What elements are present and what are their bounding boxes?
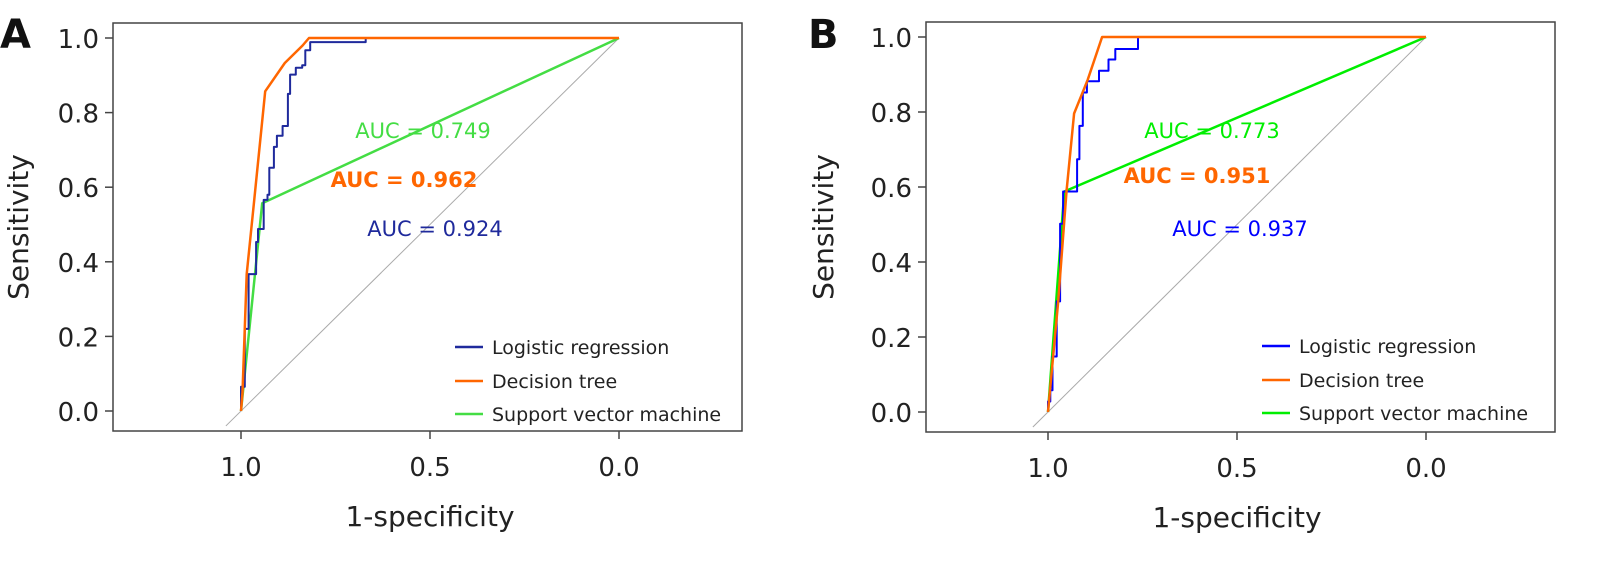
x-tick-label: 0.0 — [598, 453, 639, 483]
x-tick-label: 1.0 — [1027, 454, 1068, 484]
panel-label: A — [0, 12, 31, 58]
legend-label: Logistic regression — [492, 337, 669, 359]
auc-label-decision-tree: AUC = 0.951 — [1124, 164, 1271, 188]
y-tick-label: 0.4 — [871, 249, 912, 279]
x-tick-label: 0.5 — [1216, 454, 1257, 484]
reference-diagonal — [1032, 36, 1427, 428]
roc-curve-decision-tree — [1046, 35, 1426, 413]
x-tick-label: 1.0 — [220, 453, 261, 483]
x-axis-label: 1-specificity — [345, 500, 514, 533]
panel-label: B — [808, 12, 839, 58]
y-tick-label: 0.8 — [871, 99, 912, 129]
y-tick-label: 0.6 — [871, 174, 912, 204]
y-tick-label: 1.0 — [58, 25, 99, 55]
auc-label-decision-tree: AUC = 0.962 — [331, 168, 478, 192]
y-tick-label: 0.2 — [871, 324, 912, 354]
legend-label: Decision tree — [1299, 370, 1424, 392]
y-tick-label: 0.6 — [58, 174, 99, 204]
x-axis-label: 1-specificity — [1152, 501, 1321, 534]
legend-label: Support vector machine — [492, 404, 721, 426]
y-tick-label: 0.8 — [58, 100, 99, 130]
auc-label-support-vector-machine: AUC = 0.773 — [1144, 119, 1279, 143]
legend-label: Support vector machine — [1299, 403, 1528, 425]
plot-frame — [925, 21, 1556, 433]
reference-diagonal — [225, 37, 620, 427]
auc-label-support-vector-machine: AUC = 0.749 — [355, 119, 490, 143]
legend-label: Logistic regression — [1299, 336, 1476, 358]
y-axis-label: Sensitivity — [2, 154, 35, 300]
y-tick-label: 0.2 — [58, 323, 99, 353]
x-tick-label: 0.5 — [409, 453, 450, 483]
y-tick-label: 0.4 — [58, 249, 99, 279]
y-axis-label: Sensitivity — [807, 154, 840, 300]
panel-a: A 0.0 0.2 0.4 0.6 0.8 1.0 1.0 0.5 0.0 1-specificit… — [0, 12, 743, 533]
roc-curve-support-vector-machine — [239, 36, 620, 412]
y-tick-label: 0.0 — [58, 398, 99, 428]
roc-curve-logistic-regression — [240, 37, 619, 411]
roc-curve-decision-tree — [239, 36, 619, 412]
auc-label-logistic-regression: AUC = 0.924 — [367, 217, 502, 241]
legend-label: Decision tree — [492, 371, 617, 393]
y-tick-label: 1.0 — [871, 24, 912, 54]
auc-label-logistic-regression: AUC = 0.937 — [1172, 217, 1307, 241]
x-tick-label: 0.0 — [1405, 454, 1446, 484]
panel-b: B 0.0 0.2 0.4 0.6 0.8 1.0 1.0 0.5 0.0 1-specificit… — [807, 12, 1556, 534]
y-tick-label: 0.0 — [871, 399, 912, 429]
